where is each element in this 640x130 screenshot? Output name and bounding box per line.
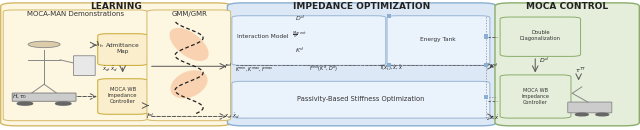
- Circle shape: [17, 102, 33, 105]
- Ellipse shape: [170, 28, 209, 61]
- Bar: [484, 63, 488, 67]
- Text: $F^{ext}(K^d, D^d)$: $F^{ext}(K^d, D^d)$: [308, 63, 337, 74]
- Bar: [484, 34, 488, 39]
- Text: Energy Tank: Energy Tank: [420, 37, 456, 42]
- FancyBboxPatch shape: [98, 79, 148, 114]
- Bar: [387, 14, 391, 18]
- FancyBboxPatch shape: [3, 10, 148, 121]
- FancyBboxPatch shape: [147, 10, 230, 121]
- Circle shape: [56, 102, 71, 105]
- Circle shape: [575, 113, 588, 116]
- FancyBboxPatch shape: [387, 16, 490, 65]
- Ellipse shape: [170, 70, 207, 98]
- Text: $\hat{\lambda}_h$: $\hat{\lambda}_h$: [95, 40, 104, 50]
- Text: $T(x_t), \dot{x}, \ddot{x}$: $T(x_t), \dot{x}, \ddot{x}$: [379, 64, 403, 73]
- Text: Admittance
Map: Admittance Map: [106, 43, 140, 54]
- Text: $H, \tau_0$: $H, \tau_0$: [12, 92, 28, 101]
- FancyBboxPatch shape: [495, 3, 639, 126]
- Text: $K^{min}, K^{max}, F^{max}$: $K^{min}, K^{max}, F^{max}$: [235, 64, 274, 73]
- FancyBboxPatch shape: [500, 17, 580, 56]
- Text: MOCA CONTROL: MOCA CONTROL: [526, 2, 608, 11]
- FancyBboxPatch shape: [500, 75, 571, 118]
- Circle shape: [596, 113, 609, 116]
- Text: $\tau^{TT}$: $\tau^{TT}$: [575, 66, 587, 75]
- Text: $K^d$: $K^d$: [489, 62, 499, 71]
- FancyBboxPatch shape: [98, 34, 148, 65]
- Text: LEARNING: LEARNING: [90, 2, 141, 11]
- Text: Passivity-Based Stiffness Optimization: Passivity-Based Stiffness Optimization: [297, 96, 424, 102]
- Text: Double
Diagonalization: Double Diagonalization: [520, 30, 561, 41]
- Text: $D^d$: $D^d$: [539, 55, 549, 64]
- Text: $x, \dot{x}$: $x, \dot{x}$: [489, 113, 500, 121]
- Text: $D^d$: $D^d$: [294, 13, 305, 23]
- Text: IMPEDANCE OPTIMIZATION: IMPEDANCE OPTIMIZATION: [293, 2, 430, 11]
- Text: $\frac{M}{s}F^{ext}$: $\frac{M}{s}F^{ext}$: [292, 29, 307, 40]
- FancyBboxPatch shape: [568, 102, 612, 113]
- Text: $\dot{x}_d, \ddot{x}_d$: $\dot{x}_d, \ddot{x}_d$: [102, 64, 118, 74]
- FancyBboxPatch shape: [74, 56, 95, 76]
- FancyBboxPatch shape: [232, 81, 490, 118]
- FancyBboxPatch shape: [227, 3, 496, 126]
- Text: $\hat{F}^{d}$: $\hat{F}^{d}$: [147, 111, 154, 121]
- FancyBboxPatch shape: [232, 16, 386, 65]
- FancyBboxPatch shape: [12, 93, 76, 101]
- Text: $x_d, \dot{x}_d$: $x_d, \dot{x}_d$: [224, 112, 240, 121]
- Text: MOCA WB
Impedance
Controller: MOCA WB Impedance Controller: [108, 87, 138, 103]
- FancyBboxPatch shape: [1, 3, 231, 126]
- Bar: [484, 95, 488, 99]
- Text: MOCA-MAN Demonstrations: MOCA-MAN Demonstrations: [27, 11, 124, 17]
- Text: $F^d$: $F^d$: [224, 62, 233, 71]
- Text: $K^d$: $K^d$: [295, 46, 304, 55]
- Text: GMM/GMR: GMM/GMR: [171, 11, 207, 17]
- Bar: [387, 63, 391, 67]
- Circle shape: [28, 41, 60, 48]
- Text: Interaction Model: Interaction Model: [237, 34, 288, 39]
- Text: MOCA WB
Impedance
Controller: MOCA WB Impedance Controller: [521, 88, 549, 105]
